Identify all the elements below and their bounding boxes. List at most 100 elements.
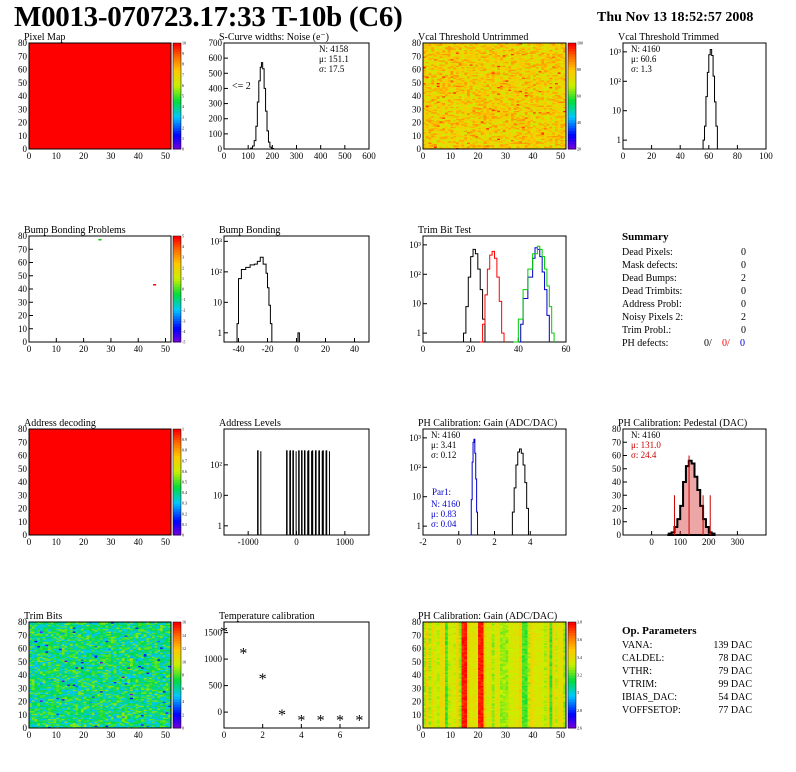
heatmap-cell bbox=[519, 56, 523, 58]
heatmap-cell bbox=[445, 109, 449, 111]
heatmap-cell bbox=[483, 77, 487, 80]
heatmap-cell bbox=[486, 69, 490, 72]
heatmap-cell bbox=[508, 85, 512, 88]
heatmap-cell bbox=[458, 64, 462, 66]
heatmap-cell bbox=[549, 85, 553, 88]
heatmap-cell bbox=[524, 74, 528, 77]
heatmap-cell bbox=[425, 146, 429, 148]
heatmap-cell bbox=[456, 89, 460, 91]
heatmap-cell bbox=[552, 78, 556, 81]
heatmap-cell bbox=[450, 123, 454, 126]
heatmap-cell bbox=[502, 127, 506, 130]
heatmap-cell bbox=[519, 66, 523, 69]
heatmap-cell bbox=[524, 62, 528, 65]
heatmap-cell bbox=[533, 103, 537, 106]
heatmap-cell bbox=[544, 141, 548, 143]
heatmap-cell bbox=[527, 74, 531, 77]
heatmap-cell bbox=[428, 98, 432, 101]
heatmap-cell bbox=[475, 80, 479, 82]
heatmap-cell bbox=[516, 64, 520, 66]
heatmap-cell bbox=[530, 69, 534, 72]
heatmap-cell bbox=[478, 137, 482, 139]
heatmap-cell bbox=[511, 138, 515, 141]
heatmap-cell bbox=[546, 94, 550, 97]
heatmap-cell bbox=[516, 73, 520, 76]
x-tick-label: 40 bbox=[529, 151, 539, 161]
heatmap-cell bbox=[508, 65, 512, 68]
heatmap-cell bbox=[508, 92, 512, 94]
heatmap-cell bbox=[469, 111, 473, 114]
heatmap-cell bbox=[538, 133, 542, 135]
heatmap-cell bbox=[434, 61, 438, 64]
heatmap-cell bbox=[464, 106, 468, 109]
ph-defects-label: PH defects: bbox=[622, 338, 668, 349]
heatmap-cell bbox=[439, 86, 443, 89]
heatmap-cell bbox=[508, 146, 512, 148]
heatmap-cell bbox=[439, 118, 443, 121]
heatmap-cell bbox=[527, 105, 531, 107]
heatmap-cell bbox=[516, 65, 520, 68]
heatmap-cell bbox=[544, 86, 548, 89]
heatmap-cell bbox=[442, 101, 446, 103]
heatmap-cell bbox=[445, 121, 449, 123]
heatmap-cell bbox=[489, 127, 493, 130]
x-tick-label: 0 bbox=[649, 537, 654, 547]
heatmap-cell bbox=[423, 102, 427, 105]
heatmap-cell bbox=[483, 69, 487, 72]
heatmap-cell bbox=[461, 143, 465, 146]
heatmap-cell bbox=[522, 101, 526, 103]
histogram-series bbox=[470, 438, 479, 536]
heatmap-cell bbox=[541, 62, 545, 65]
heatmap-cell bbox=[436, 58, 440, 61]
heatmap-cell bbox=[483, 118, 487, 121]
heatmap-cell bbox=[453, 131, 457, 134]
heatmap-cell bbox=[505, 82, 509, 85]
y-tick-label: 40 bbox=[18, 477, 28, 487]
heatmap-cell bbox=[478, 86, 482, 89]
heatmap-cell bbox=[560, 61, 564, 64]
heatmap-cell bbox=[513, 131, 517, 134]
heatmap-cell bbox=[475, 81, 479, 84]
heatmap-cell bbox=[447, 122, 451, 125]
heatmap-cell bbox=[456, 147, 460, 150]
heatmap-cell bbox=[494, 138, 498, 141]
heatmap-cell bbox=[516, 81, 520, 84]
heatmap-cell bbox=[560, 81, 564, 84]
heatmap-cell bbox=[480, 82, 484, 85]
heatmap-cell bbox=[530, 126, 534, 129]
heatmap-cell bbox=[453, 72, 457, 74]
heatmap-cell bbox=[486, 119, 490, 122]
heatmap-cell bbox=[516, 90, 520, 93]
heatmap-cell bbox=[505, 77, 509, 80]
heatmap-cell bbox=[475, 122, 479, 125]
heatmap-cell bbox=[557, 88, 561, 90]
heatmap-cell bbox=[538, 64, 542, 66]
heatmap-cell bbox=[505, 115, 509, 118]
heatmap-cell bbox=[527, 80, 531, 82]
heatmap-cell bbox=[436, 64, 440, 66]
heatmap-cell bbox=[467, 107, 471, 110]
heatmap-cell bbox=[439, 134, 443, 137]
heatmap-cell bbox=[434, 65, 438, 68]
palette-tick-label: 7 bbox=[182, 72, 184, 77]
heatmap-cell bbox=[478, 80, 482, 82]
heatmap-cell bbox=[431, 76, 435, 78]
heatmap-cell bbox=[445, 97, 449, 99]
heatmap-cell bbox=[522, 133, 526, 135]
heatmap-cell bbox=[511, 97, 515, 99]
heatmap-cell bbox=[552, 145, 556, 147]
heatmap-cell bbox=[502, 64, 506, 66]
heatmap-cell bbox=[502, 54, 506, 57]
heatmap-cell bbox=[557, 73, 561, 76]
heatmap-cell bbox=[563, 101, 567, 103]
heatmap-cell bbox=[428, 70, 432, 73]
heatmap-cell bbox=[439, 130, 443, 133]
heatmap-cell bbox=[513, 62, 517, 65]
heatmap-cell bbox=[502, 101, 506, 103]
heatmap-cell bbox=[491, 106, 495, 109]
heatmap-cell bbox=[453, 111, 457, 114]
heatmap-cell bbox=[549, 137, 553, 139]
palette-cell bbox=[173, 58, 181, 63]
heatmap-cell bbox=[434, 125, 438, 127]
